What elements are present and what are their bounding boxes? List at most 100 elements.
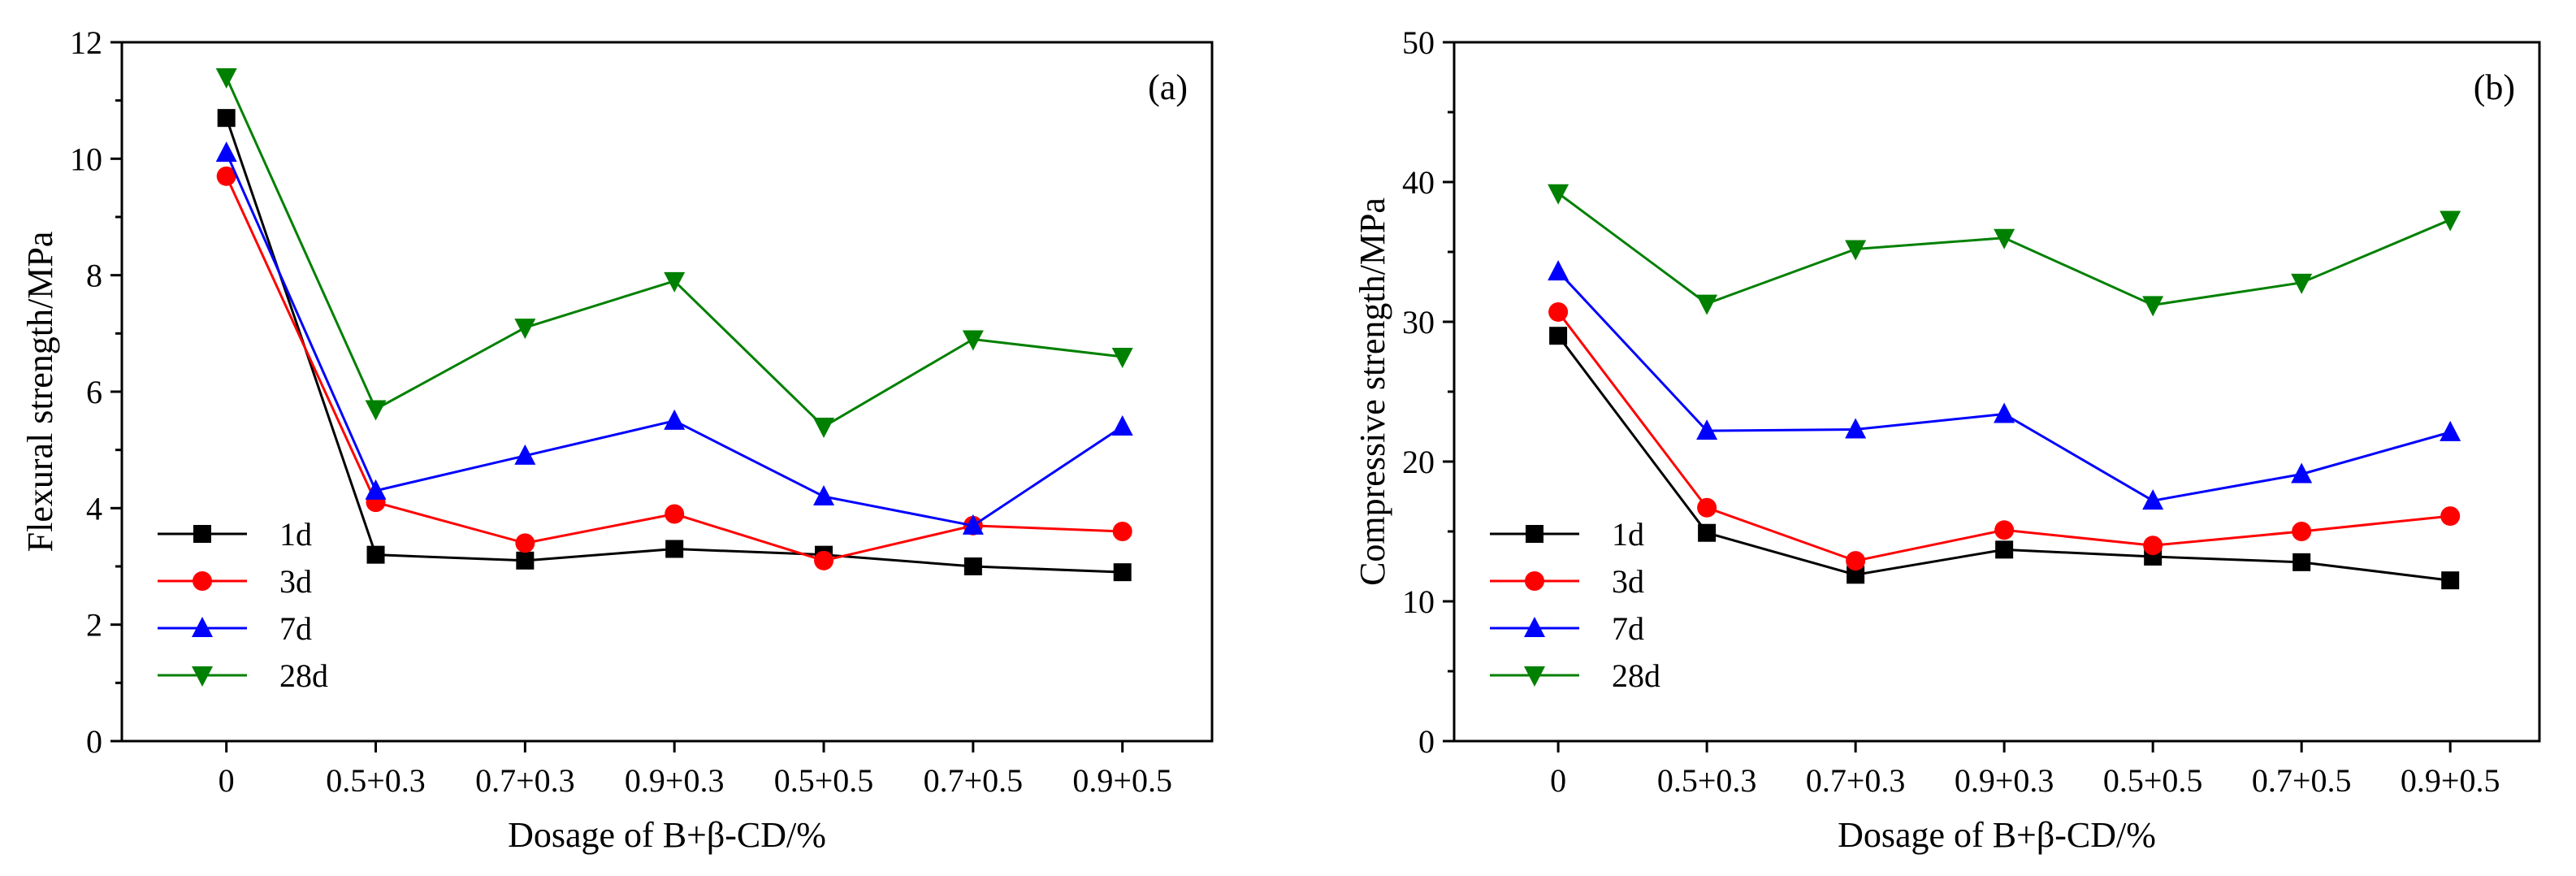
data-point-7d <box>664 409 686 430</box>
data-point-1d <box>1995 540 2014 559</box>
legend-marker <box>193 571 212 591</box>
y-tick-label: 2 <box>86 607 102 644</box>
legend: 1d 3d 7d 28d <box>1490 516 1660 694</box>
y-tick-label: 12 <box>70 24 102 61</box>
legend-marker <box>1524 666 1545 687</box>
legend-marker <box>192 617 213 637</box>
data-point-7d <box>2142 489 2164 510</box>
y-tick-label: 10 <box>1402 583 1435 620</box>
legend-item-28d: 28d <box>158 657 328 694</box>
y-tick-label: 30 <box>1402 304 1435 340</box>
data-point-7d <box>514 444 536 465</box>
legend-marker <box>1525 571 1544 591</box>
data-point-3d <box>814 550 834 570</box>
data-point-1d <box>366 545 385 564</box>
legend-label: 1d <box>1612 516 1644 553</box>
data-point-7d <box>1994 402 2015 423</box>
data-point-28d <box>2440 210 2461 232</box>
data-point-28d <box>1696 294 1718 315</box>
data-point-7d <box>1696 419 1718 440</box>
data-point-28d <box>1548 184 1569 205</box>
series-line-3d <box>225 176 1123 562</box>
data-point-7d <box>365 479 387 500</box>
x-tick-label: 0.7+0.3 <box>475 762 575 799</box>
series-3d <box>216 166 1132 570</box>
legend-marker <box>1526 525 1543 543</box>
x-tick-label: 0.5+0.3 <box>326 762 426 799</box>
x-tick-label: 0.9+0.3 <box>625 762 725 799</box>
panel-label: (a) <box>1148 67 1188 107</box>
series-line-28d <box>225 76 1123 428</box>
legend-marker <box>1524 617 1545 637</box>
data-point-3d <box>1112 522 1132 541</box>
data-point-28d <box>2142 296 2164 317</box>
series-28d <box>215 68 1133 438</box>
y-tick-label: 40 <box>1402 164 1435 201</box>
legend-item-7d: 7d <box>1490 610 1644 647</box>
series-7d <box>215 141 1133 535</box>
data-point-7d <box>813 485 835 505</box>
series-line-7d <box>1557 271 2451 502</box>
data-point-3d <box>216 166 236 186</box>
x-tick-label: 0.7+0.3 <box>1806 762 1906 799</box>
legend-label: 1d <box>279 516 312 553</box>
data-point-28d <box>664 271 686 293</box>
chart-panel-a: 0 2 4 6 8 10 12 0 0.5+0.3 0.7+0.3 0.9+0.3 0.5+0.5 0.… <box>20 24 1214 855</box>
y-tick-label: 0 <box>1418 723 1435 760</box>
data-point-1d <box>665 540 684 558</box>
y-tick-label: 0 <box>86 723 102 760</box>
series-28d <box>1548 184 2461 317</box>
data-point-1d <box>1113 563 1132 582</box>
series-line-1d <box>225 117 1123 574</box>
data-point-7d <box>2291 462 2313 484</box>
panel-label: (b) <box>2474 67 2515 107</box>
data-point-28d <box>1111 348 1133 368</box>
y-tick-label: 6 <box>86 374 102 410</box>
data-point-1d <box>1698 523 1717 542</box>
y-axis-label: Flexural strength/MPa <box>20 232 60 553</box>
x-tick-label: 0.5+0.5 <box>2103 762 2203 799</box>
data-point-1d <box>516 551 535 570</box>
series-7d <box>1548 260 2461 510</box>
legend-item-3d: 3d <box>1490 563 1644 600</box>
legend-label: 7d <box>279 610 312 647</box>
legend-label: 7d <box>1612 610 1644 647</box>
data-point-1d <box>217 109 236 128</box>
data-point-3d <box>2143 536 2163 556</box>
data-point-28d <box>813 418 835 438</box>
legend-item-28d: 28d <box>1490 657 1660 694</box>
legend-marker <box>192 666 213 687</box>
legend-label: 3d <box>279 563 312 600</box>
data-point-3d <box>1846 551 1866 571</box>
data-point-1d <box>2292 553 2311 571</box>
x-tick-label: 0 <box>1550 762 1566 799</box>
x-tick-label: 0 <box>219 762 235 799</box>
data-point-28d <box>365 400 387 421</box>
y-tick-label: 8 <box>86 258 102 294</box>
legend-item-1d: 1d <box>1490 516 1644 553</box>
legend: 1d 3d 7d 28d <box>158 516 328 694</box>
data-point-3d <box>515 533 535 553</box>
series-3d <box>1548 301 2461 571</box>
x-tick-label: 0.7+0.5 <box>924 762 1024 799</box>
legend-label: 28d <box>1612 657 1660 694</box>
data-point-3d <box>2292 522 2312 541</box>
data-point-7d <box>2440 420 2461 441</box>
data-point-1d <box>1846 566 1865 584</box>
data-point-3d <box>1697 497 1717 518</box>
y-tick-label: 20 <box>1402 444 1435 480</box>
data-point-7d <box>215 141 237 163</box>
legend-item-3d: 3d <box>158 563 312 600</box>
data-point-28d <box>962 330 984 351</box>
legend-label: 28d <box>279 657 328 694</box>
y-tick-label: 10 <box>70 141 102 177</box>
data-point-7d <box>1111 415 1133 436</box>
legend-marker <box>193 525 211 543</box>
data-point-3d <box>1994 520 2015 540</box>
data-point-28d <box>1994 228 2015 249</box>
x-axis-label: Dosage of B+β-CD/% <box>1838 815 2156 855</box>
data-point-28d <box>2291 273 2313 294</box>
data-point-28d <box>1845 240 1867 261</box>
data-point-7d <box>1548 260 1569 281</box>
